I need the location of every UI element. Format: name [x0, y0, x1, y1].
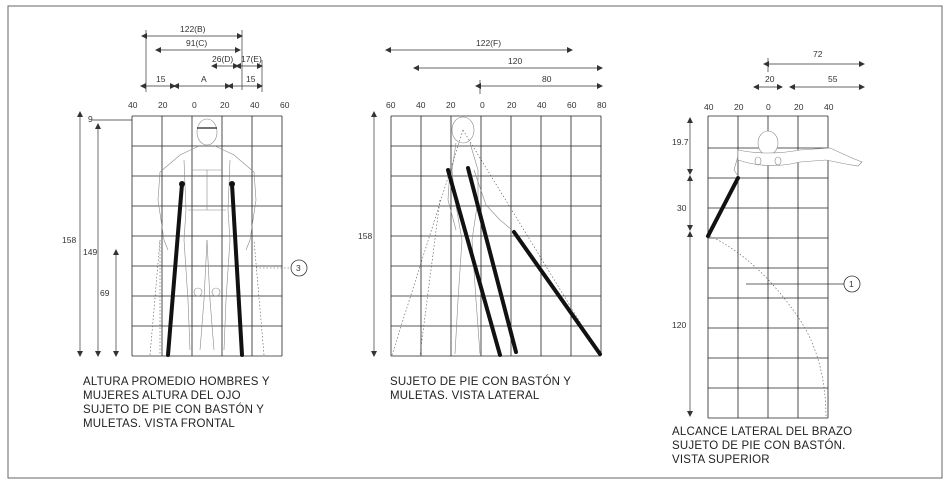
- right-crutch-handle: [229, 181, 235, 187]
- superior-dimensions: 72 20 55: [753, 49, 865, 90]
- dim-a: A: [201, 74, 207, 84]
- frontal-height-dims: 158 149 9 69: [62, 111, 132, 357]
- dim-55: 55: [828, 74, 838, 84]
- caption-line: ALCANCE LATERAL DEL BRAZO: [672, 426, 852, 438]
- caption-line: SUJETO DE PIE CON BASTÓN Y: [83, 403, 264, 416]
- dim-122b: 122(B): [180, 24, 206, 34]
- height-158-lateral: 158: [358, 231, 372, 241]
- height-158: 158: [62, 235, 76, 245]
- scale-label: 40: [250, 100, 260, 110]
- scale-label: 40: [416, 100, 426, 110]
- lateral-dimensions: 122(F) 120 80: [385, 38, 603, 94]
- lateral-view: 122(F) 120 80 60 40 20 0 20 40 60 80: [358, 38, 607, 402]
- callout-3-label: 3: [296, 263, 301, 273]
- scale-label: 0: [192, 100, 197, 110]
- superior-scale: 40 20 0 20 40: [704, 102, 834, 112]
- height-69: 69: [100, 288, 110, 298]
- frontal-view: 122(B) 91(C) 26(D) 17(E) 15 A 15 40 20 0…: [62, 24, 308, 430]
- dim-26d: 26(D): [212, 54, 233, 64]
- height-19-7: 19.7: [672, 137, 689, 147]
- height-149: 149: [83, 247, 97, 257]
- superior-view: 72 20 55 40 20 0 20 40: [672, 49, 865, 466]
- callout-1: 1: [746, 275, 861, 293]
- caption-line: MULETAS. VISTA FRONTAL: [83, 418, 235, 430]
- caption-line: ALTURA PROMEDIO HOMBRES Y: [83, 376, 270, 388]
- frontal-scale: 40 20 0 20 40 60: [128, 100, 290, 110]
- callout-1-label: 1: [849, 279, 854, 289]
- scale-label: 40: [824, 102, 834, 112]
- dim-80: 80: [542, 74, 552, 84]
- superior-height-dims: 19.7 30 120: [672, 117, 693, 417]
- left-crutch-handle: [179, 181, 185, 187]
- dim-20: 20: [765, 74, 775, 84]
- dim-91c: 91(C): [186, 38, 207, 48]
- lateral-height-dims: 158: [358, 111, 377, 357]
- dim-15-right: 15: [246, 74, 256, 84]
- callout-3: 3: [256, 259, 308, 277]
- scale-label: 0: [766, 102, 771, 112]
- scale-label: 20: [220, 100, 230, 110]
- superior-cane: [706, 176, 740, 238]
- scale-label: 40: [704, 102, 714, 112]
- scale-label: 60: [280, 100, 290, 110]
- scale-label: 20: [507, 100, 517, 110]
- scale-label: 20: [734, 102, 744, 112]
- dim-120: 120: [508, 56, 522, 66]
- lateral-caption: SUJETO DE PIE CON BASTÓN Y MULETAS. VIST…: [390, 375, 571, 402]
- caption-line: MULETAS. VISTA LATERAL: [390, 390, 540, 402]
- caption-line: MUJERES ALTURA DEL OJO: [83, 390, 241, 402]
- height-120: 120: [672, 320, 686, 330]
- scale-label: 80: [597, 100, 607, 110]
- superior-caption: ALCANCE LATERAL DEL BRAZO SUJETO DE PIE …: [672, 426, 852, 466]
- cane: [446, 168, 502, 357]
- height-9: 9: [88, 114, 93, 124]
- lateral-scale: 60 40 20 0 20 40 60 80: [386, 100, 607, 110]
- superior-grid: [707, 115, 829, 419]
- caption-line: SUJETO DE PIE CON BASTÓN.: [672, 439, 846, 452]
- scale-label: 40: [128, 100, 138, 110]
- scale-label: 20: [158, 100, 168, 110]
- caption-line: SUJETO DE PIE CON BASTÓN Y: [390, 375, 571, 388]
- scale-label: 60: [386, 100, 396, 110]
- right-crutch: [230, 182, 244, 357]
- frontal-caption: ALTURA PROMEDIO HOMBRES Y MUJERES ALTURA…: [83, 376, 270, 430]
- sheet-border: [7, 5, 943, 479]
- scale-label: 20: [794, 102, 804, 112]
- scale-label: 0: [480, 100, 485, 110]
- lateral-crutch-front: [466, 166, 518, 354]
- caption-line: VISTA SUPERIOR: [672, 454, 770, 466]
- lateral-figure: [391, 116, 601, 356]
- frontal-figure: [149, 118, 265, 356]
- lateral-crutch-reach: [512, 230, 602, 356]
- dim-72: 72: [813, 49, 823, 59]
- dim-15-left: 15: [156, 74, 166, 84]
- left-crutch: [166, 182, 184, 357]
- scale-label: 40: [537, 100, 547, 110]
- scale-label: 20: [446, 100, 456, 110]
- frontal-grid: [131, 115, 283, 357]
- frontal-dimensions: 122(B) 91(C) 26(D) 17(E) 15 A 15: [140, 24, 263, 92]
- lateral-grid: [390, 115, 602, 357]
- scale-label: 60: [567, 100, 577, 110]
- superior-figure: [709, 130, 863, 419]
- dim-122f: 122(F): [476, 38, 501, 48]
- height-30: 30: [677, 203, 687, 213]
- dim-17e: 17(E): [241, 54, 262, 64]
